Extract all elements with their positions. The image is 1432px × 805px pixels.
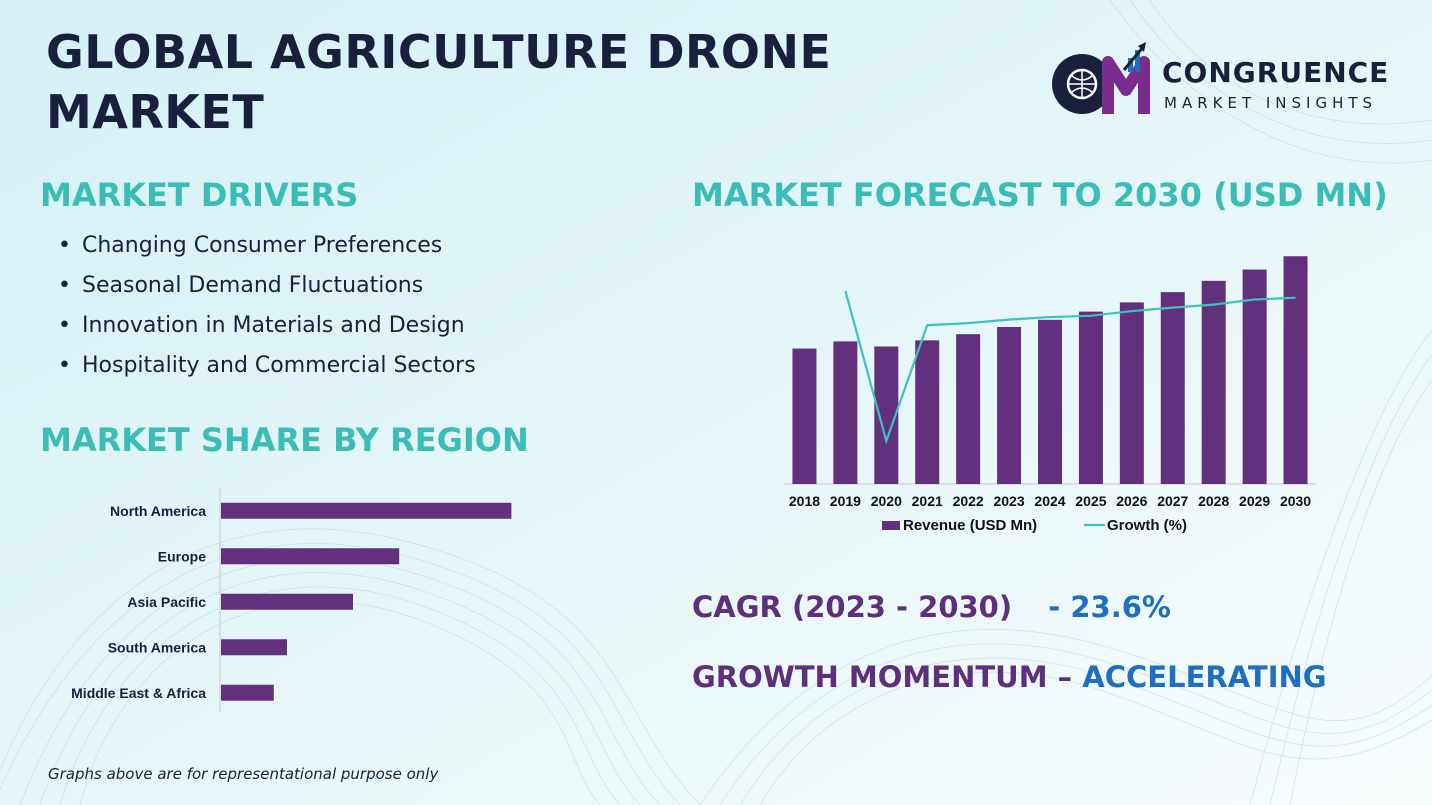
forecast-combo-chart: 2018 2019 2020 2021 2022 2023 2024 2025 2026 2027… — [784, 256, 1316, 534]
cagr-label: CAGR (2023 - 2030) — [692, 590, 1013, 624]
year-tick-label: 2027 — [1157, 493, 1188, 509]
driver-item: • Innovation in Materials and Design — [58, 308, 476, 348]
company-logo: CONGRUENCE MARKET INSIGHTS — [1046, 40, 1406, 120]
drivers-list: • Changing Consumer Preferences • Seasonal… — [58, 228, 476, 388]
revenue-bar — [1242, 269, 1267, 484]
year-tick-label: 2022 — [953, 493, 984, 509]
year-tick-label: 2019 — [830, 493, 861, 509]
revenue-bar — [1160, 292, 1185, 484]
momentum-value: ACCELERATING — [1082, 660, 1327, 694]
region-tick-label: Middle East & Africa — [71, 685, 206, 701]
bullet-icon: • — [58, 233, 71, 258]
driver-item: • Hospitality and Commercial Sectors — [58, 348, 476, 388]
cagr-stat: CAGR (2023 - 2030) - 23.6% — [692, 590, 1171, 624]
driver-item: • Seasonal Demand Fluctuations — [58, 268, 476, 308]
legend-revenue-label: Revenue (USD Mn) — [903, 517, 1037, 534]
bullet-icon: • — [58, 273, 71, 298]
region-heading: MARKET SHARE BY REGION — [40, 421, 529, 459]
page-title: GLOBAL AGRICULTURE DRONE MARKET — [46, 25, 832, 139]
revenue-bar — [915, 340, 940, 484]
year-tick-label: 2025 — [1075, 493, 1106, 509]
region-bar — [221, 502, 512, 519]
driver-label: Innovation in Materials and Design — [82, 313, 465, 338]
drivers-heading: MARKET DRIVERS — [40, 176, 359, 214]
region-bar — [221, 684, 274, 701]
revenue-bar — [792, 348, 817, 484]
bullet-icon: • — [58, 313, 71, 338]
revenue-bar — [1078, 311, 1103, 484]
year-tick-label: 2024 — [1034, 493, 1065, 509]
region-bar — [221, 593, 353, 610]
year-tick-label: 2018 — [789, 493, 820, 509]
revenue-bar — [1283, 256, 1308, 484]
forecast-heading: MARKET FORECAST TO 2030 (USD MN) — [692, 176, 1388, 214]
driver-label: Hospitality and Commercial Sectors — [82, 353, 476, 378]
year-tick-label: 2030 — [1280, 493, 1311, 509]
growth-line — [844, 290, 1296, 445]
momentum-label: GROWTH MOMENTUM – — [692, 660, 1073, 694]
footnote: Graphs above are for representational pu… — [48, 765, 439, 783]
region-bar-chart: North America Europe Asia Pacific South Ame… — [71, 488, 512, 712]
revenue-bar — [1119, 302, 1144, 484]
legend-growth-label: Growth (%) — [1107, 517, 1187, 534]
region-tick-label: North America — [110, 503, 206, 519]
revenue-bar — [1201, 280, 1226, 484]
region-bar — [221, 548, 400, 565]
revenue-bar — [833, 341, 858, 484]
year-tick-label: 2021 — [912, 493, 943, 509]
revenue-bar — [1038, 319, 1062, 484]
bullet-icon: • — [58, 353, 71, 378]
legend-revenue-swatch — [882, 521, 900, 530]
driver-item: • Changing Consumer Preferences — [58, 228, 476, 268]
region-tick-label: Europe — [158, 548, 206, 564]
year-tick-label: 2020 — [871, 493, 902, 509]
revenue-bar — [997, 327, 1022, 484]
driver-label: Seasonal Demand Fluctuations — [82, 273, 424, 298]
logo-name: CONGRUENCE — [1162, 56, 1390, 89]
year-tick-label: 2026 — [1116, 493, 1147, 509]
logo-subtitle: MARKET INSIGHTS — [1164, 94, 1378, 112]
cagr-value: - 23.6% — [1048, 590, 1171, 624]
logo-mark-icon — [1052, 42, 1150, 114]
year-tick-label: 2023 — [993, 493, 1024, 509]
region-bar — [221, 639, 287, 656]
revenue-bar — [956, 334, 981, 484]
driver-label: Changing Consumer Preferences — [82, 233, 443, 258]
region-tick-label: Asia Pacific — [127, 594, 206, 610]
region-tick-label: South America — [108, 639, 206, 655]
momentum-stat: GROWTH MOMENTUM – ACCELERATING — [692, 660, 1327, 694]
year-tick-label: 2028 — [1198, 493, 1229, 509]
year-tick-label: 2029 — [1239, 493, 1270, 509]
